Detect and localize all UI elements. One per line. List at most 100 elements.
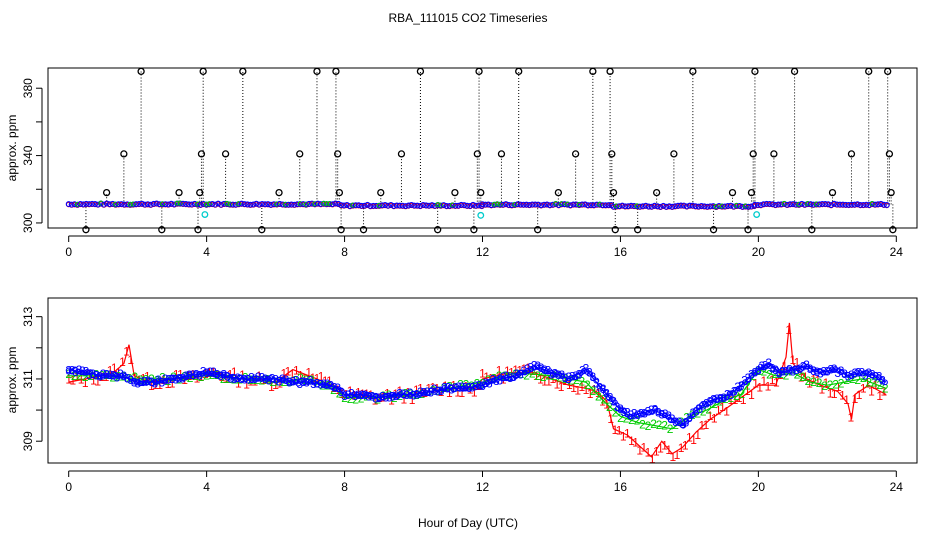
bottom-point-series3	[540, 366, 547, 373]
top-point-series2	[174, 200, 180, 206]
bottom-point-series3	[211, 371, 218, 378]
bottom-marker-series1: 1	[272, 378, 279, 392]
bottom-marker-series2: 2	[667, 422, 674, 436]
top-point-series3	[86, 201, 93, 208]
bottom-marker-series2: 2	[363, 389, 370, 403]
top-point-series3	[872, 201, 879, 208]
bottom-marker-series1: 1	[533, 369, 540, 383]
top-point-series3	[549, 201, 556, 208]
top-point-series3	[793, 201, 799, 208]
bottom-marker-series1: 1	[620, 429, 627, 443]
top-point-series3	[721, 203, 728, 210]
bottom-marker-series2: 2	[672, 418, 679, 432]
bottom-marker-series1: 1	[111, 361, 118, 375]
top-point-series3	[819, 201, 826, 207]
top-point-series3	[727, 202, 734, 209]
bottom-point-series3	[562, 376, 569, 383]
top-point-series3	[854, 201, 861, 208]
bottom-point-series3	[534, 363, 541, 370]
bottom-x-tick-label: 12	[476, 480, 490, 494]
bottom-marker-series1: 1	[508, 365, 515, 379]
top-point-series2	[206, 201, 212, 207]
top-point-series3	[544, 201, 550, 208]
bottom-point-series3	[639, 411, 646, 417]
bottom-point-series3	[314, 381, 320, 388]
bottom-marker-series3: 3	[117, 367, 124, 381]
bottom-marker-series2: 2	[496, 369, 503, 383]
bottom-point-series3	[674, 418, 680, 425]
bottom-marker-series1: 1	[438, 385, 445, 399]
bottom-point-series3	[323, 383, 330, 389]
bottom-point-series3	[106, 372, 112, 379]
bottom-marker-series1: 1	[107, 364, 114, 378]
bottom-point-series3	[205, 370, 212, 377]
bottom-marker-series1: 1	[839, 388, 846, 402]
bottom-point-series3	[196, 371, 202, 378]
top-point-flagged	[102, 188, 111, 197]
top-point-series3	[241, 201, 248, 208]
top-point-flagged	[337, 226, 345, 234]
top-point-series2	[449, 202, 455, 208]
top-point-series3	[153, 200, 160, 207]
bottom-marker-series1: 1	[471, 386, 478, 400]
bottom-point-series3	[500, 375, 507, 382]
top-point-series2	[195, 201, 201, 207]
top-point-series3	[831, 200, 838, 207]
bottom-marker-series2: 2	[336, 386, 343, 400]
bottom-marker-series3: 3	[752, 366, 759, 380]
bottom-point-series3	[466, 386, 473, 393]
top-point-flagged	[359, 226, 368, 234]
bottom-point-series3	[75, 368, 81, 375]
top-point-series3	[467, 202, 474, 209]
bottom-marker-series1: 1	[293, 364, 300, 378]
top-point-series3	[346, 203, 353, 209]
top-point-series2	[576, 202, 582, 208]
bottom-marker-series2: 2	[137, 373, 144, 387]
bottom-marker-series3: 3	[465, 380, 472, 394]
top-point-series3	[68, 201, 75, 208]
bottom-marker-series2: 2	[705, 402, 712, 416]
top-point-flagged	[397, 150, 406, 158]
top-point-series3	[156, 201, 163, 208]
bottom-point-series3	[338, 387, 345, 394]
bottom-marker-series3: 3	[600, 382, 607, 396]
bottom-point-series3	[335, 386, 342, 393]
top-point-series3	[839, 201, 846, 208]
top-point-series2	[327, 201, 333, 207]
bottom-point-series3	[410, 390, 417, 397]
top-point-series3	[408, 201, 415, 208]
top-point-series2	[494, 201, 500, 207]
bottom-x-tick-label: 16	[614, 480, 628, 494]
bottom-marker-series2: 2	[584, 378, 591, 392]
bottom-marker-series1: 1	[876, 389, 883, 403]
bottom-marker-series3: 3	[665, 409, 672, 423]
bottom-marker-series3: 3	[124, 372, 131, 386]
bottom-marker-series3: 3	[376, 391, 383, 405]
top-point-flagged	[196, 188, 204, 197]
bottom-marker-series1: 1	[405, 386, 412, 400]
top-point-series3	[642, 202, 649, 209]
top-point-series3	[382, 202, 389, 208]
top-point-series3	[306, 200, 312, 207]
top-point-flagged	[847, 150, 856, 158]
bottom-marker-series2: 2	[82, 370, 89, 384]
top-point-series3	[590, 202, 597, 209]
bottom-marker-series3: 3	[869, 367, 876, 381]
bottom-point-series3	[587, 370, 594, 377]
bottom-marker-series1: 1	[458, 386, 465, 400]
bottom-marker-series3: 3	[221, 367, 228, 381]
bottom-marker-series3: 3	[783, 365, 790, 379]
bottom-marker-series1: 1	[740, 393, 747, 407]
top-point-flagged	[275, 188, 283, 197]
bottom-marker-series1: 1	[281, 366, 288, 380]
bottom-point-series3	[497, 374, 504, 381]
bottom-point-series3	[717, 394, 724, 401]
top-point-series3	[766, 200, 773, 207]
top-point-series3	[341, 202, 347, 209]
bottom-marker-series1: 1	[479, 367, 486, 381]
bottom-marker-series3: 3	[652, 402, 659, 416]
bottom-point-series3	[518, 369, 525, 376]
bottom-marker-series1: 1	[256, 369, 263, 383]
bottom-marker-series1: 1	[653, 445, 660, 459]
bottom-point-series3	[419, 389, 426, 396]
